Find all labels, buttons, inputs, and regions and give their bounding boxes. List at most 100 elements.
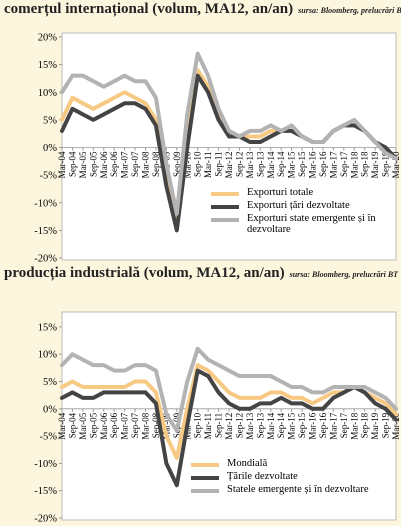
y-tick-label: -5% — [40, 432, 58, 443]
x-tick-label: Mar-05 — [78, 412, 88, 439]
legend-label: Mondială — [227, 458, 268, 469]
x-tick-label: Mar-18 — [349, 151, 359, 178]
x-tick-label: Mar-18 — [349, 412, 359, 439]
legend-entry: Exporturi state emergente și în dezvolta… — [211, 213, 389, 235]
y-tick-label: -15% — [34, 226, 57, 237]
x-tick-label: Mar-17 — [328, 412, 338, 439]
x-tick-label: Mar-10 — [182, 151, 192, 178]
chart-title-text: comerțul internațional (volum, MA12, an/… — [4, 1, 293, 17]
x-tick-label: Sep-04 — [67, 151, 77, 177]
x-tick-label: Sep-18 — [360, 151, 370, 177]
legend-swatch — [191, 489, 219, 493]
y-tick-label: 10% — [38, 88, 58, 99]
series-line — [60, 346, 398, 433]
x-tick-label: Mar-20 — [391, 412, 401, 439]
x-tick-label: Mar-14 — [266, 151, 276, 178]
legend-swatch — [191, 463, 219, 467]
legend-label: Statele emergente și în dezvoltare — [227, 484, 369, 495]
x-tick-label: Sep-16 — [318, 412, 328, 438]
x-tick-label: Mar-04 — [57, 412, 67, 439]
legend: Exporturi totale Exporturi țări dezvoltat… — [205, 182, 395, 240]
legend-entry: Statele emergente și în dezvoltare — [191, 484, 389, 495]
x-tick-label: Sep-05 — [88, 151, 98, 177]
x-tick-label: Sep-08 — [151, 412, 161, 438]
x-tick-label: Mar-07 — [120, 412, 130, 439]
x-tick-label: Sep-08 — [151, 151, 161, 177]
legend-swatch — [211, 218, 239, 222]
legend-entry: Mondială — [191, 458, 389, 469]
x-tick-label: Mar-16 — [308, 412, 318, 439]
chart-source: sursa: Bloomberg, prelucrări BT — [289, 270, 400, 279]
chart-source: sursa: Bloomberg, prelucrări BT — [297, 6, 401, 15]
x-tick-label: Sep-19 — [381, 151, 391, 177]
y-tick-label: 15% — [38, 322, 58, 333]
x-tick-label: Sep-10 — [193, 151, 203, 177]
y-tick-label: 10% — [38, 350, 58, 361]
x-tick-label: Sep-12 — [234, 413, 244, 439]
x-tick-label: Sep-15 — [297, 412, 307, 438]
x-tick-label: Sep-16 — [318, 151, 328, 177]
x-tick-label: Mar-15 — [287, 151, 297, 178]
legend: Mondială Țările dezvoltate Statele emergen… — [185, 453, 395, 500]
legend-swatch — [211, 192, 239, 196]
x-tick-label: Mar-05 — [78, 151, 88, 178]
x-tick-label: Mar-12 — [224, 152, 234, 179]
legend-swatch — [211, 205, 239, 209]
x-tick-label: Mar-15 — [287, 412, 297, 439]
x-tick-label: Mar-12 — [224, 413, 234, 440]
x-tick-label: Mar-16 — [308, 151, 318, 178]
y-tick-label: 15% — [38, 60, 58, 71]
x-tick-label: Sep-06 — [109, 151, 119, 177]
legend-label: Țările dezvoltate — [227, 471, 298, 482]
x-tick-label: Mar-20 — [391, 151, 401, 178]
x-tick-label: Mar-07 — [120, 151, 130, 178]
x-tick-label: Sep-17 — [339, 151, 349, 177]
x-tick-label: Mar-19 — [370, 151, 380, 178]
x-tick-label: Mar-09 — [161, 412, 171, 439]
x-tick-label: Sep-15 — [297, 151, 307, 177]
legend-label: Exporturi totale — [247, 187, 314, 198]
x-tick-label: Mar-04 — [57, 151, 67, 178]
legend-label: Exporturi țări dezvoltate — [247, 200, 350, 211]
y-tick-label: 5% — [43, 115, 57, 126]
x-tick-label: Mar-17 — [328, 151, 338, 178]
legend-entry: Exporturi țări dezvoltate — [211, 200, 389, 211]
y-tick-label: 0% — [43, 404, 57, 415]
x-tick-label: Mar-06 — [99, 412, 109, 439]
x-tick-label: Sep-18 — [360, 412, 370, 438]
y-tick-label: -15% — [34, 486, 57, 497]
x-tick-label: Mar-08 — [141, 151, 151, 178]
x-tick-label: Sep-14 — [276, 151, 286, 177]
legend-entry: Țările dezvoltate — [191, 471, 389, 482]
x-tick-label: Mar-08 — [141, 412, 151, 439]
x-tick-label: Sep-11 — [214, 152, 224, 177]
y-tick-label: -10% — [34, 198, 57, 209]
x-tick-label: Mar-11 — [203, 413, 213, 439]
x-tick-label: Mar-11 — [203, 152, 213, 178]
series-line — [60, 368, 398, 488]
x-tick-label: Sep-11 — [214, 413, 224, 438]
y-tick-label: -20% — [34, 254, 57, 265]
x-tick-label: Sep-12 — [234, 152, 244, 178]
x-tick-label: Sep-13 — [255, 412, 265, 438]
y-tick-label: 0% — [43, 143, 57, 154]
series-line — [60, 51, 398, 216]
x-tick-label: Sep-13 — [255, 151, 265, 177]
x-tick-label: Sep-06 — [109, 412, 119, 438]
x-tick-label: Mar-19 — [370, 412, 380, 439]
legend-entry: Exporturi totale — [211, 187, 389, 198]
x-tick-label: Sep-07 — [130, 151, 140, 177]
chart-title: comerțul internațional (volum, MA12, an/… — [4, 1, 401, 17]
y-tick-label: -5% — [40, 171, 58, 182]
chart-title-text: producția industrială (volum, MA12, an/a… — [4, 265, 285, 281]
x-tick-label: Sep-10 — [193, 412, 203, 438]
x-tick-label: Sep-17 — [339, 412, 349, 438]
legend-label: Exporturi state emergente și în dezvolta… — [247, 213, 376, 235]
x-tick-label: Sep-19 — [381, 412, 391, 438]
x-tick-label: Mar-13 — [245, 412, 255, 439]
x-tick-label: Sep-04 — [67, 412, 77, 438]
x-tick-label: Sep-09 — [172, 151, 182, 177]
y-tick-label: -10% — [34, 459, 57, 470]
